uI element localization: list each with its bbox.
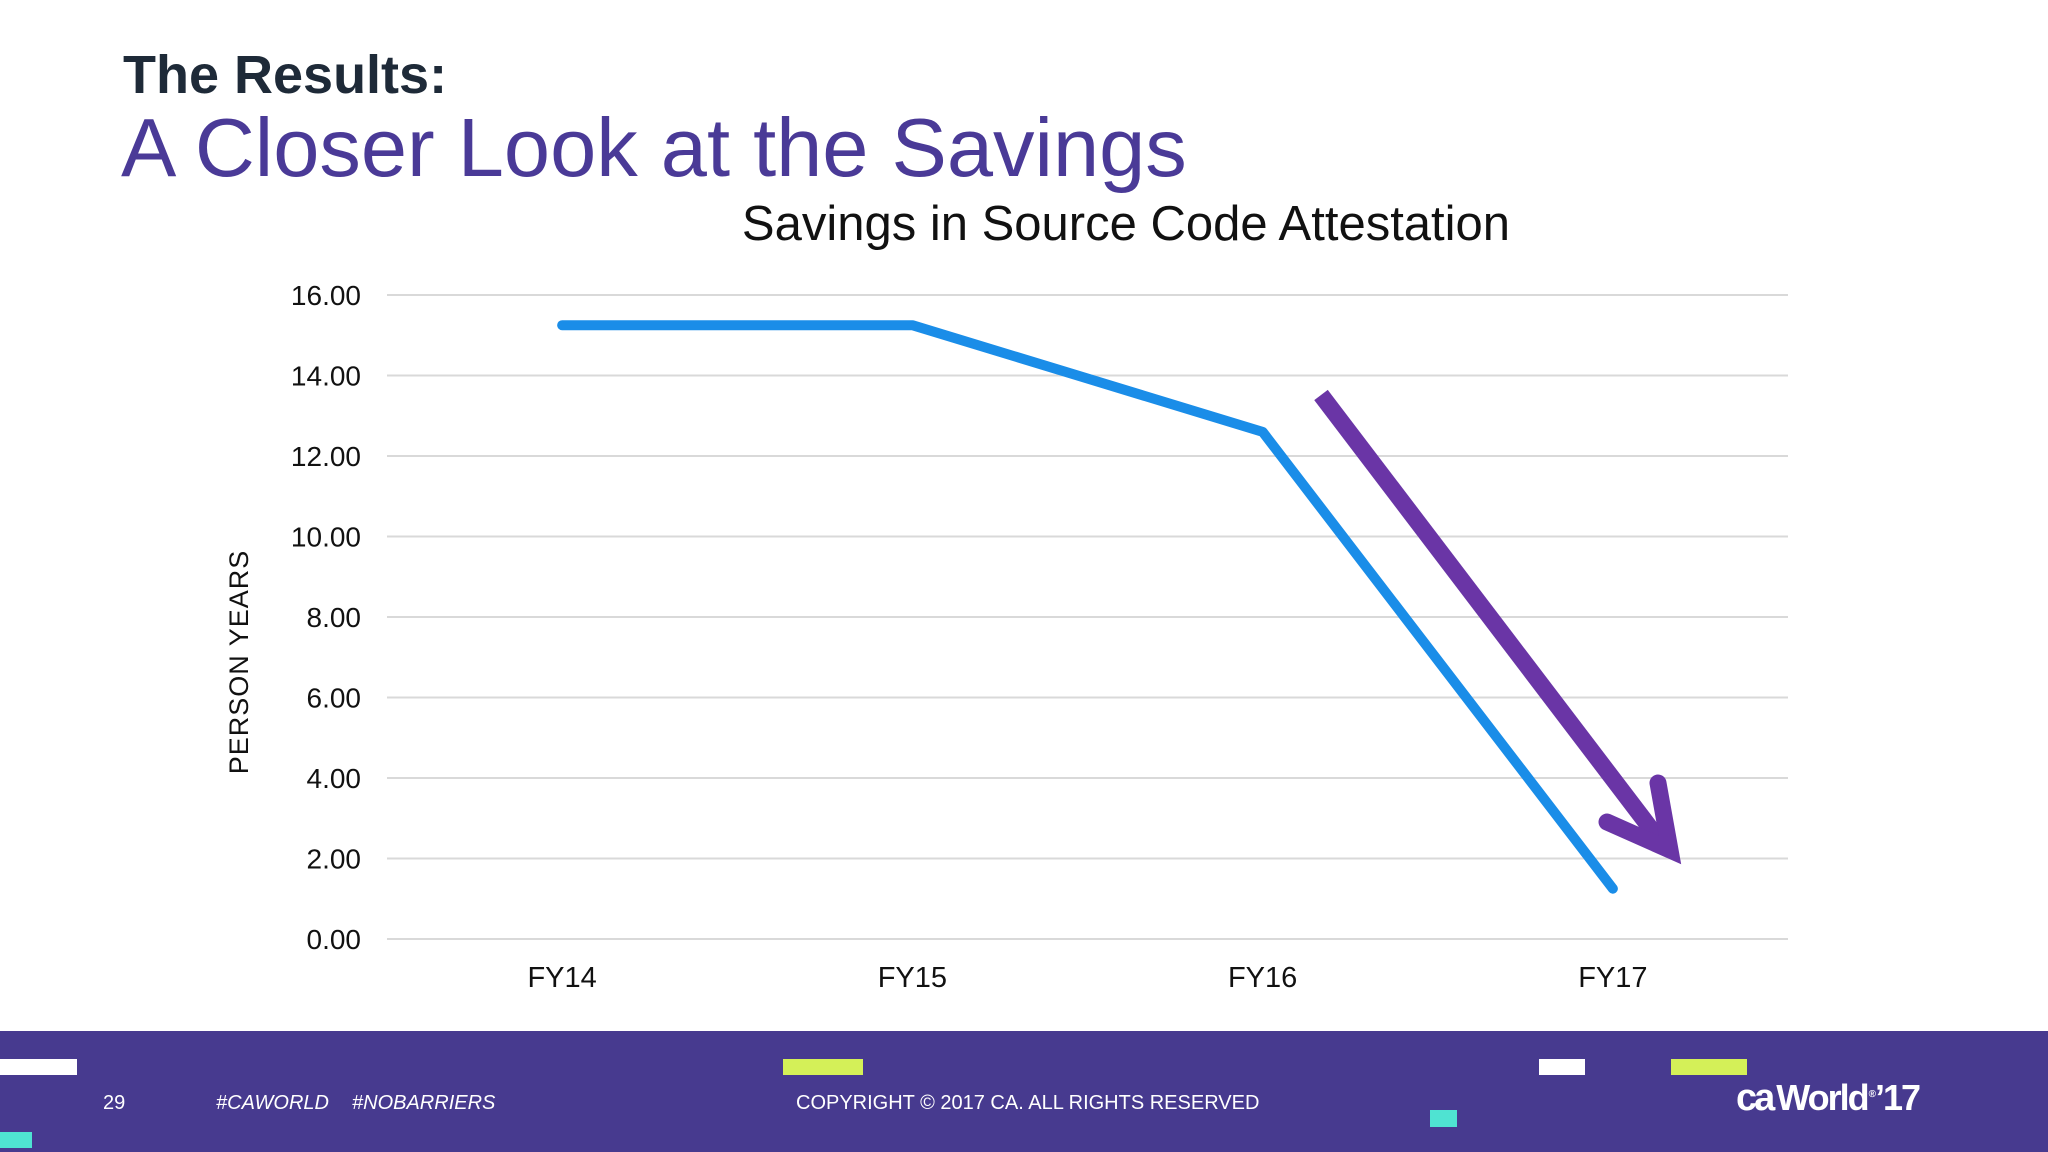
x-tick-label: FY16 [1228, 962, 1297, 994]
slide-subtitle: The Results: [123, 45, 448, 105]
logo-year: ’17 [1874, 1077, 1921, 1118]
y-tick-label: 10.00 [291, 522, 361, 553]
series-line [557, 320, 1618, 894]
logo-word: World [1776, 1077, 1869, 1118]
footer-decoration [0, 1059, 77, 1075]
hashtag-caworld: #CAWORLD [216, 1092, 329, 1114]
footer-decoration [1430, 1110, 1457, 1127]
chart-title: Savings in Source Code Attestation [742, 197, 1510, 251]
slide-title: A Closer Look at the Savings [121, 101, 1187, 194]
y-tick-label: 12.00 [291, 441, 361, 472]
y-tick-label: 6.00 [307, 683, 362, 714]
footer-decoration [783, 1059, 863, 1075]
y-axis-ticks: 0.00 2.00 4.00 6.00 8.00 10.00 12.00 14.00 16.00 [291, 280, 361, 955]
x-axis-ticks: FY14 FY15 FY16 FY17 [527, 962, 1647, 994]
y-tick-label: 2.00 [307, 844, 362, 875]
trend-arrow [1314, 389, 1682, 865]
series [557, 320, 1618, 894]
footer-decoration [0, 1132, 32, 1148]
x-tick-label: FY15 [878, 962, 947, 994]
y-tick-label: 14.00 [291, 361, 361, 392]
hashtag-nobarriers: #NOBARRIERS [352, 1092, 496, 1114]
footer-bar: 29 #CAWORLD #NOBARRIERS COPYRIGHT © 2017… [0, 1031, 2048, 1152]
x-tick-label: FY14 [527, 962, 596, 994]
ca-world-logo: ca World®’17 [1736, 1077, 1921, 1120]
y-tick-label: 0.00 [307, 924, 362, 955]
footer-decoration [1539, 1059, 1585, 1075]
line-chart: Savings in Source Code Attestation 0.00 2… [224, 197, 1788, 994]
page-number: 29 [103, 1092, 126, 1114]
copyright-notice: COPYRIGHT © 2017 CA. ALL RIGHTS RESERVED [796, 1092, 1260, 1114]
y-tick-label: 4.00 [307, 763, 362, 794]
y-tick-label: 8.00 [307, 602, 362, 633]
logo-brand: ca [1736, 1077, 1775, 1119]
logo-reg: ® [1868, 1089, 1876, 1100]
footer-decoration [1671, 1059, 1747, 1075]
y-tick-label: 16.00 [291, 280, 361, 311]
y-axis-label: PERSON YEARS [224, 550, 254, 775]
trend-arrow-shaft [1314, 389, 1671, 852]
x-tick-label: FY17 [1578, 962, 1647, 994]
trend-arrow-head [1598, 774, 1682, 865]
